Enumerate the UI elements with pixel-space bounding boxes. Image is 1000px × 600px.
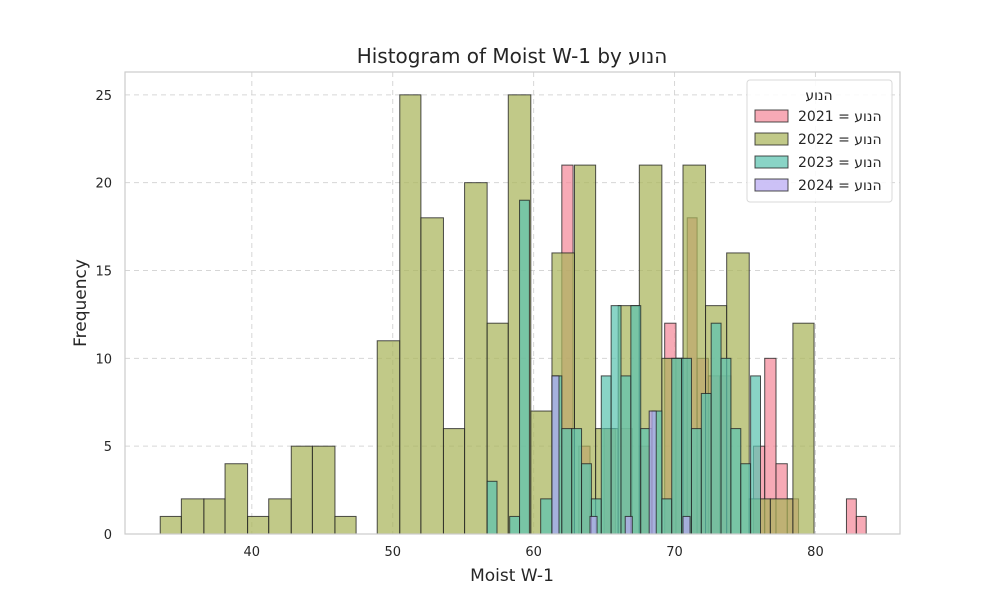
histogram-bar xyxy=(792,322,815,535)
legend-swatch xyxy=(754,109,789,123)
histogram-bar xyxy=(290,445,313,535)
legend-swatch xyxy=(754,132,789,146)
histogram-bar xyxy=(690,428,702,535)
histogram-bar xyxy=(561,428,573,535)
histogram-bar xyxy=(519,199,530,535)
x-axis-label: Moist W-1 xyxy=(470,566,554,586)
histogram-bar xyxy=(620,375,632,535)
histogram-bar xyxy=(311,445,336,535)
y-tick-label: 25 xyxy=(95,89,112,104)
x-tick-label: 40 xyxy=(244,545,261,560)
histogram-bar xyxy=(630,305,642,535)
legend-swatch xyxy=(754,155,789,169)
histogram-bar xyxy=(420,217,444,535)
histogram-bar xyxy=(720,357,732,535)
legend-label: הנוע = 2021 xyxy=(798,109,882,125)
histogram-bar xyxy=(671,357,683,535)
histogram-bar xyxy=(159,515,182,535)
legend-label: הנוע = 2022 xyxy=(798,132,882,148)
x-tick-label: 60 xyxy=(525,545,542,560)
legend-label: הנוע = 2023 xyxy=(798,155,882,171)
x-tick-label: 50 xyxy=(384,545,401,560)
y-tick-label: 10 xyxy=(95,352,112,367)
y-tick-label: 20 xyxy=(95,177,112,192)
histogram-bar xyxy=(486,480,498,535)
histogram-bar xyxy=(180,498,205,535)
x-axis-ticks: 40 50 60 70 80 xyxy=(244,545,824,560)
histogram-bar xyxy=(648,410,657,535)
histogram-bar xyxy=(224,463,249,535)
histogram-bar xyxy=(610,305,622,535)
y-tick-label: 0 xyxy=(104,528,112,543)
histogram-bar xyxy=(203,498,226,535)
x-tick-label: 80 xyxy=(807,545,824,560)
histogram-bars xyxy=(159,94,867,535)
histogram-bar xyxy=(589,515,598,535)
y-axis-ticks: 0 5 10 15 20 25 xyxy=(95,89,112,543)
legend-title: הנוע xyxy=(805,88,832,104)
plot-frame xyxy=(124,71,901,535)
histogram-bar xyxy=(509,515,521,535)
histogram-bar xyxy=(682,515,691,535)
y-tick-label: 15 xyxy=(95,265,112,280)
histogram-bar xyxy=(661,498,673,535)
y-tick-label: 5 xyxy=(104,440,112,455)
histogram-bar xyxy=(855,515,867,535)
legend-label: הנוע = 2024 xyxy=(798,178,882,194)
histogram-bar xyxy=(247,515,270,535)
histogram-bar xyxy=(710,322,722,535)
legend-swatch xyxy=(754,178,789,192)
histogram-bar xyxy=(376,340,401,535)
legend: הנוע הנוע = 2021 הנוע = 2022 הנוע = 2023 הנ… xyxy=(746,79,893,203)
y-axis-label: Frequency xyxy=(71,259,91,347)
histogram-bar xyxy=(571,428,583,535)
histogram-bar xyxy=(845,498,857,535)
histogram-bar xyxy=(442,428,466,535)
histogram-bar xyxy=(551,375,560,535)
histogram-bar xyxy=(750,375,761,535)
histogram-bar xyxy=(334,515,357,535)
histogram-bar xyxy=(399,94,422,535)
histogram-bar xyxy=(681,357,692,535)
histogram-bar xyxy=(624,515,633,535)
histogram-bar xyxy=(730,428,742,535)
histogram-bar xyxy=(464,182,488,535)
histogram-bar xyxy=(740,463,752,535)
x-tick-label: 70 xyxy=(666,545,683,560)
histogram-bar xyxy=(540,498,553,535)
histogram-bar xyxy=(600,375,612,535)
chart-title: Histogram of Moist W-1 by הנוע xyxy=(357,44,668,68)
histogram-bar xyxy=(268,498,292,535)
histogram-bar xyxy=(700,392,712,535)
histogram-bar xyxy=(769,498,794,535)
